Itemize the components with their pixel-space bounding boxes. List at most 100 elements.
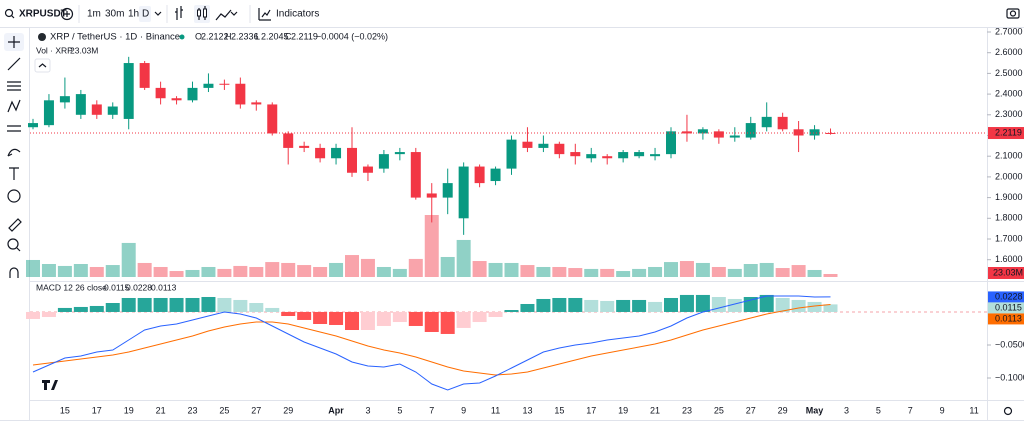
y-tick-label: −0.1000	[995, 372, 1024, 382]
volume-bar	[105, 265, 120, 277]
candle-body	[219, 83, 230, 85]
macd-histogram-bar	[376, 311, 391, 326]
volume-bar	[26, 259, 40, 277]
compare-button[interactable]	[60, 7, 74, 21]
signal-legend: 0.0113	[151, 282, 177, 292]
interval[interactable]: 30m	[105, 9, 124, 20]
brush-tool[interactable]	[7, 148, 21, 157]
interval-menu[interactable]	[154, 11, 162, 16]
candle-body	[490, 168, 501, 182]
macd-histogram-bar	[664, 297, 678, 312]
y-tick-label: 2.3000	[995, 109, 1023, 119]
candle-body	[809, 129, 820, 136]
macd-histogram-bar	[345, 311, 359, 331]
macd-histogram-bar	[807, 301, 822, 312]
x-tick-label: 29	[283, 405, 293, 415]
ruler-tool[interactable]	[8, 218, 22, 232]
y-tick-label: 2.5000	[995, 68, 1023, 78]
y-tick-label: 1.6000	[995, 254, 1023, 264]
candle-body	[745, 123, 756, 138]
settings-button[interactable]	[1003, 406, 1013, 416]
y-tick-label: 1.8000	[995, 213, 1023, 223]
indicators-icon[interactable]	[258, 8, 271, 21]
last-price-label: 2.2119	[995, 127, 1022, 137]
volume-bar	[392, 268, 407, 277]
volume-bar	[759, 262, 774, 277]
candle-body	[825, 132, 836, 134]
volume-bar	[169, 271, 184, 277]
last-price-tag	[988, 127, 1024, 140]
candle-body	[91, 104, 102, 115]
macd-histogram-bar	[823, 304, 838, 312]
symbol[interactable]: XRPUSDT	[19, 9, 67, 20]
fib-tool[interactable]	[7, 81, 21, 91]
x-tick-label: 11	[491, 405, 500, 415]
candles-style	[197, 9, 201, 17]
volume-bar	[249, 266, 264, 277]
macd-histogram-bar	[648, 301, 663, 312]
candle-body	[570, 152, 581, 157]
volume-title: Vol · XRP	[36, 45, 73, 55]
text-tool[interactable]	[9, 167, 19, 180]
forecast-tool[interactable]	[7, 125, 21, 132]
snapshot-button[interactable]	[1006, 8, 1020, 19]
volume-bar	[775, 268, 790, 277]
volume-tag-label: 23.03M	[993, 267, 1023, 277]
x-tick-label: 23	[187, 405, 197, 415]
candle-body	[107, 106, 118, 115]
volume-bar	[153, 266, 168, 277]
volume-bar	[679, 261, 694, 277]
style-menu[interactable]	[230, 11, 238, 16]
macd-histogram-bar	[137, 297, 152, 312]
candle-body	[171, 98, 182, 101]
volume-bar	[648, 266, 663, 277]
interval[interactable]: 1h	[128, 9, 139, 20]
macd-histogram-bar	[488, 311, 503, 317]
candle-body	[203, 83, 214, 88]
y-tick-label: 1.9000	[995, 192, 1023, 202]
candle-body	[28, 123, 38, 128]
x-tick-label: 5	[397, 405, 402, 415]
candle-body	[554, 143, 565, 155]
interval[interactable]: 1m	[87, 9, 101, 20]
candle-body	[362, 166, 373, 173]
zoom-tool[interactable]	[7, 238, 19, 250]
volume-bar	[711, 266, 726, 277]
candle-body	[777, 116, 788, 130]
candle-body	[697, 129, 708, 134]
candle-body	[793, 129, 804, 136]
y-tick-label: 2.0000	[995, 171, 1023, 181]
bars-style[interactable]	[175, 6, 183, 20]
collapse-legend[interactable]	[34, 58, 51, 73]
volume-bar	[536, 266, 551, 277]
magnet-tool[interactable]	[9, 267, 19, 278]
volume-bar	[664, 262, 678, 277]
macd-legend: 0.0228	[126, 282, 152, 292]
icon-tool[interactable]	[7, 189, 21, 203]
ohlc-value: 2.2336	[231, 31, 259, 41]
volume-bar	[743, 264, 758, 277]
candle-body	[75, 94, 86, 115]
macd-histogram-bar	[711, 296, 726, 312]
indicators-button[interactable]: Indicators	[276, 9, 319, 20]
y-tick-label: 2.4000	[995, 88, 1023, 98]
macd-histogram-bar	[392, 311, 407, 323]
candle-body	[729, 135, 740, 138]
candle-body	[586, 154, 597, 159]
candle-body	[538, 143, 549, 148]
trend-line-tool[interactable]	[7, 57, 21, 71]
volume-bar	[807, 269, 822, 277]
search-icon[interactable]	[4, 8, 14, 18]
pattern-tool[interactable]	[7, 99, 21, 113]
area-style[interactable]	[215, 9, 232, 21]
volume-bar	[360, 258, 375, 277]
crosshair-tool[interactable]	[8, 36, 20, 48]
macd-histogram-bar	[26, 311, 40, 319]
candle-body	[394, 152, 405, 155]
volume-bar	[823, 274, 838, 277]
interval[interactable]: D	[142, 9, 149, 20]
ohlc-value: 2.2045	[261, 31, 289, 41]
macd-histogram-bar	[456, 311, 471, 328]
macd-histogram-bar	[185, 297, 200, 312]
left-toolbar	[4, 28, 30, 420]
